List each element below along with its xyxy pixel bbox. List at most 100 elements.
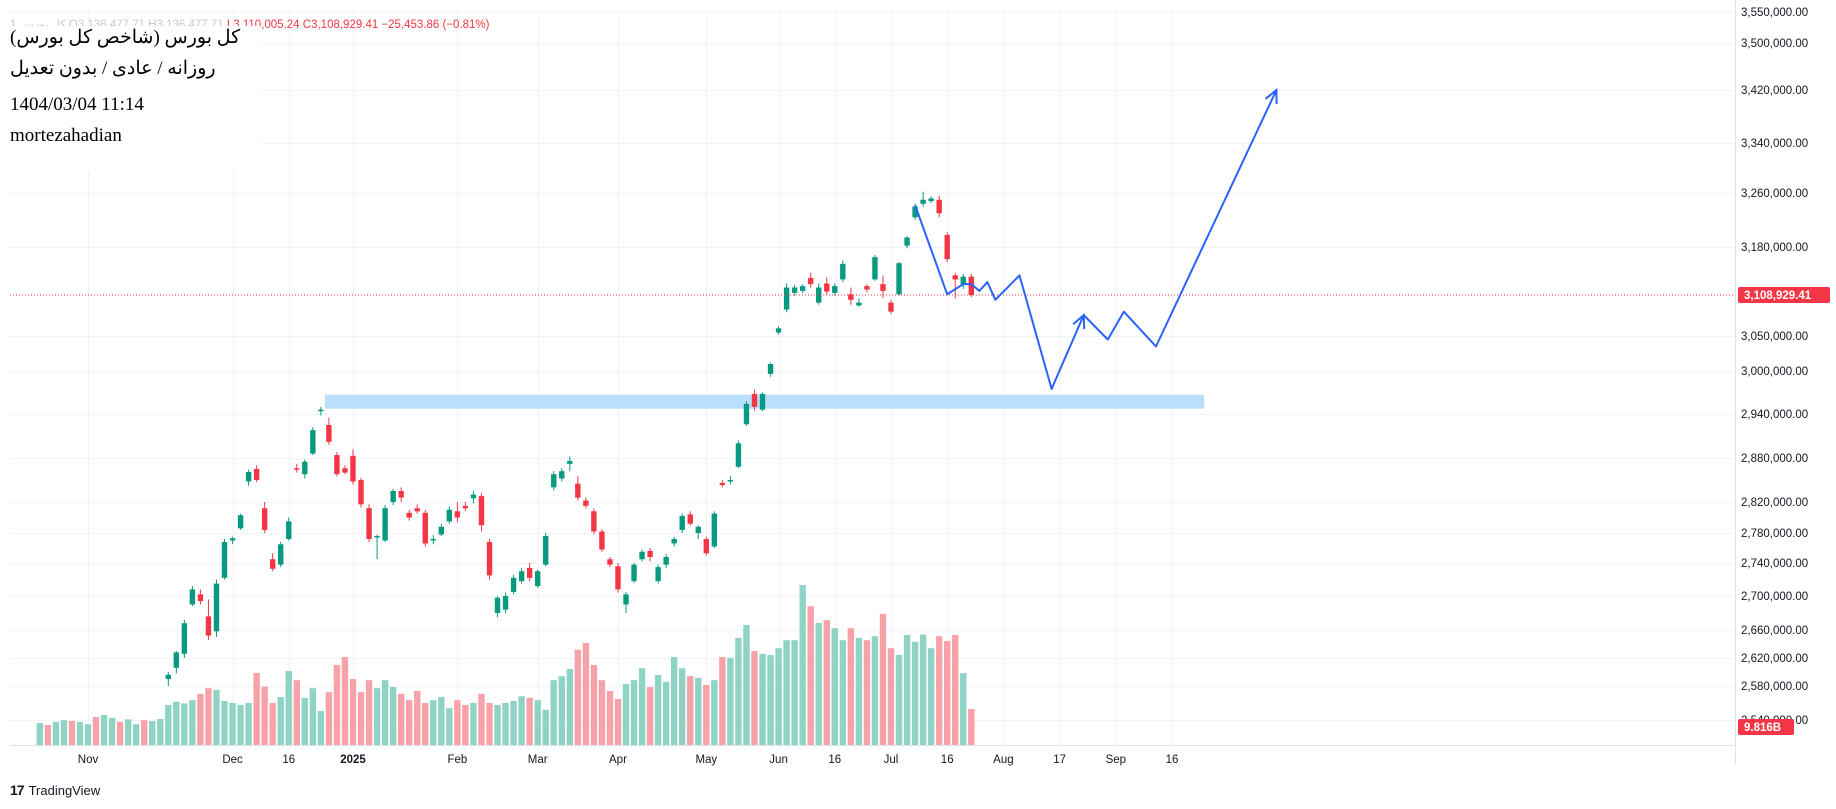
candle-down [944,232,950,262]
candle-body [791,287,798,293]
candle-down [607,557,613,568]
volume-bar [149,721,156,745]
candle-body [663,557,669,565]
candle-down [366,504,372,542]
candle-body [960,276,966,285]
candle-body [253,469,260,480]
candle-body [655,567,661,582]
volume-bar [582,643,590,745]
volume-bar [679,668,686,745]
candle-up [928,196,934,204]
volume-bar [735,637,742,745]
volume-bar [775,648,782,745]
candle-body [687,514,693,524]
candle-body [221,542,228,578]
volume-bar [237,705,244,745]
candle-body [703,539,710,554]
candle-body [422,512,428,544]
candle-up [221,539,228,580]
candle-body [928,198,934,202]
projection-drawing-layer[interactable] [914,87,1278,390]
candle-body [888,302,894,312]
candle-body [502,596,509,610]
volume-bar [903,635,911,745]
volume-bar [446,708,453,745]
volume-bar [871,636,879,745]
candlestick-series [165,191,974,686]
volume-bar [751,651,758,745]
tradingview-logo[interactable]: 17 TradingView [10,782,100,798]
candle-down [719,480,726,488]
candle-up [711,511,718,548]
volume-bar [36,723,44,745]
candle-down [615,563,621,593]
volume-bar [132,724,140,745]
candle-body [543,536,549,565]
candle-down [703,536,710,556]
volume-bar [478,693,485,745]
candle-body [711,513,718,547]
last-price-badge-label: 3,108,929.41 [1744,290,1812,302]
candle-down [526,563,533,582]
candle-body [173,652,180,668]
volume-bar [968,709,975,745]
candle-body [719,482,726,486]
legend-close: C3,108,929.41 [302,19,379,31]
candle-up [832,283,838,296]
volume-bar [791,640,798,745]
time-tick-label: 16 [828,754,841,766]
candle-body [294,468,300,470]
candle-body [559,471,565,479]
candle-body [920,199,926,204]
candle-body [213,583,220,632]
projection-path [914,89,1278,390]
volume-bar [52,721,60,745]
candle-body [607,559,613,565]
candle-body [824,283,830,292]
candle-up [631,563,637,583]
candle-body [735,443,742,467]
time-tick-label: Aug [993,754,1013,766]
candle-down [848,287,854,305]
volume-bar [574,649,582,745]
candle-down [864,284,870,293]
volume-bar [815,623,822,745]
candle-up [390,488,396,506]
volume-bar [719,657,726,745]
candle-body [406,512,412,518]
price-tick-label: 2,740,000.00 [1741,558,1808,570]
projection-arrowhead-up [1264,87,1278,105]
time-tick-label: 16 [1166,754,1179,766]
candle-up [382,505,388,542]
candle-up [727,476,734,485]
candle-up [302,459,308,479]
candle-body [229,538,236,541]
volume-bar [141,720,148,745]
volume-bar [855,637,863,745]
candle-body [759,393,766,410]
volume-bar [309,688,317,745]
candle-body [904,237,910,246]
volume-bar [124,719,132,745]
candle-down [350,449,356,485]
volume-bar [357,692,365,745]
volume-bar [422,703,429,745]
candle-up [623,591,629,613]
candle-body [551,474,557,488]
volume-bar [389,687,397,745]
candle-up [679,513,685,533]
candle-body [430,539,436,541]
time-tick-label: Mar [528,754,548,766]
time-tick-label: Dec [222,754,243,766]
price-tick-label: 3,050,000.00 [1741,331,1808,343]
candle-up [639,549,645,562]
candle-down [422,509,428,547]
volume-bar [277,697,284,745]
price-tick-label: 2,580,000.00 [1741,681,1808,693]
volume-badge: 9.816B [1738,719,1794,735]
candle-up [816,283,822,305]
candle-down [253,465,260,483]
candle-up [229,536,236,545]
volume-bar [293,680,300,745]
